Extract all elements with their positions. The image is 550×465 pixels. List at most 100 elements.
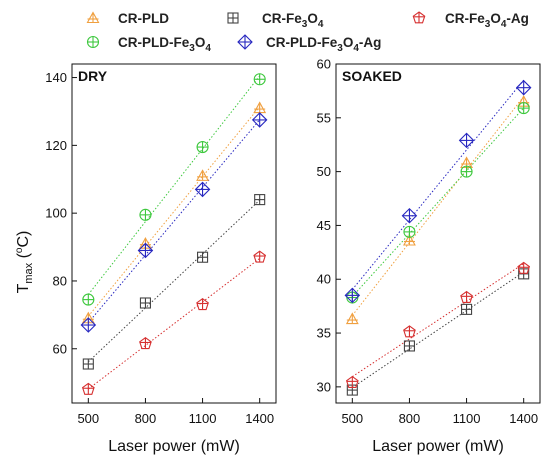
data-point-pentagon (460, 290, 473, 303)
legend-label: CR-Fe3O4-Ag (445, 11, 529, 30)
y-axis-title-deg: o (14, 247, 25, 253)
x-tick-label: 800 (399, 411, 421, 426)
data-point-pentagon (345, 375, 359, 388)
y-tick-label: 45 (317, 218, 331, 233)
legend-label-main: CR-Fe (445, 11, 485, 26)
legend-label-main: CR-PLD-Fe (118, 35, 190, 50)
data-point-diamond (194, 181, 211, 198)
legend-label-sub: 3 (337, 43, 343, 54)
x-tick-label: 1400 (245, 411, 274, 426)
legend-label-sub2: 4 (353, 43, 359, 54)
x-tick-label: 1400 (509, 411, 538, 426)
legend-item: CR-PLD-Fe3O4-Ag (237, 34, 381, 54)
legend-label-mid: O (343, 35, 354, 50)
data-point-circle (460, 165, 473, 178)
data-point-square (197, 251, 209, 263)
y-tick-label: 100 (45, 206, 67, 221)
data-point-square (461, 303, 473, 315)
y-tick-label: 50 (317, 164, 331, 179)
legend-label-main: CR-PLD-Fe (266, 35, 338, 50)
legend-item: CR-PLD-Fe3O4 (86, 35, 211, 54)
y-tick-label: 60 (317, 57, 331, 72)
legend-label-mid: O (307, 11, 318, 26)
y-tick-label: 40 (317, 272, 331, 287)
data-point-diamond (458, 132, 475, 149)
legend-item: CR-Fe3O4 (227, 11, 324, 30)
legend-label: CR-PLD (118, 11, 169, 26)
data-point-pentagon (517, 261, 531, 274)
data-point-circle (139, 208, 152, 221)
plot-frame (71, 63, 277, 404)
y-tick-label: 80 (53, 273, 67, 288)
data-point-circle (517, 102, 530, 115)
legend-marker-diamond (237, 34, 253, 50)
data-point-diamond (251, 112, 268, 128)
legend-item: CR-Fe3O4-Ag (412, 11, 529, 30)
trend-line (352, 271, 524, 389)
panel-title: DRY (78, 68, 108, 84)
data-point-circle (253, 73, 266, 86)
y-tick-label: 30 (317, 379, 331, 394)
y-axis-title-sub: max (23, 262, 35, 283)
legend-label-mid: O (490, 11, 501, 26)
legend-marker-triangle (86, 11, 100, 24)
y-axis-title-main: T (15, 283, 32, 293)
trend-line (352, 263, 524, 378)
legend-marker-pentagon (412, 11, 426, 24)
x-axis-title: Laser power (mW) (372, 438, 504, 455)
legend-label-sub: 3 (485, 19, 491, 30)
legend-label: CR-Fe3O4 (262, 11, 324, 30)
data-point-square (403, 340, 415, 352)
data-point-circle (196, 141, 209, 154)
data-point-diamond (515, 79, 532, 96)
data-point-diamond (401, 207, 418, 224)
legend-marker-square (227, 12, 239, 24)
trend-line (88, 258, 260, 390)
legend-label-mid: O (195, 35, 206, 50)
trend-line (87, 75, 261, 295)
panel-title: SOAKED (342, 68, 402, 84)
panel-dry: 60 80 100 120 140 500 800 1100 1400 DRY Laser powe… (45, 63, 277, 455)
data-point-diamond (80, 317, 97, 333)
y-axis-title: Tmax (oC) (14, 231, 35, 294)
legend-label: CR-PLD-Fe3O4-Ag (266, 35, 381, 54)
trend-line (87, 119, 261, 323)
legend-item: CR-PLD (86, 11, 169, 26)
x-tick-label: 1100 (453, 411, 481, 426)
trend-line (351, 79, 525, 290)
data-point-pentagon (196, 298, 209, 311)
legend-label-sub2: 4 (205, 43, 211, 54)
legend-label-tail: -Ag (359, 35, 382, 50)
data-point-circle (403, 225, 416, 238)
data-point-square (139, 297, 151, 309)
legend-label-sub2: 4 (318, 19, 324, 30)
legend-label-sub2: 4 (501, 19, 507, 30)
y-axis-title-text: Tmax (oC) (14, 231, 35, 294)
legend-label-main: CR-Fe (262, 11, 302, 26)
y-axis-title-unit-open: ( (15, 252, 32, 262)
legend-label: CR-PLD-Fe3O4 (118, 35, 211, 54)
x-tick-label: 1100 (189, 411, 217, 426)
legend-label-main: CR-PLD (118, 11, 169, 26)
trend-line (87, 106, 261, 317)
legend-marker-circle (86, 35, 100, 49)
x-tick-label: 500 (77, 411, 99, 426)
legend-label-sub: 3 (189, 43, 195, 54)
y-tick-label: 120 (45, 138, 67, 153)
y-tick-label: 35 (317, 326, 331, 341)
legend-label-tail: -Ag (506, 11, 529, 26)
data-point-triangle (253, 101, 267, 114)
x-tick-label: 800 (135, 411, 157, 426)
data-point-triangle (196, 169, 209, 181)
data-point-diamond (137, 242, 154, 259)
panel-soaked: 30 35 40 45 50 55 60 500 800 1100 1400 SOAKED Laser … (317, 57, 541, 455)
x-axis-title: Laser power (mW) (108, 438, 240, 455)
data-point-pentagon (403, 325, 416, 338)
data-point-pentagon (253, 250, 267, 263)
plot-frame (335, 63, 541, 404)
legend-label-sub: 3 (302, 19, 308, 30)
x-tick-label: 500 (341, 411, 363, 426)
data-point-triangle (345, 312, 359, 325)
